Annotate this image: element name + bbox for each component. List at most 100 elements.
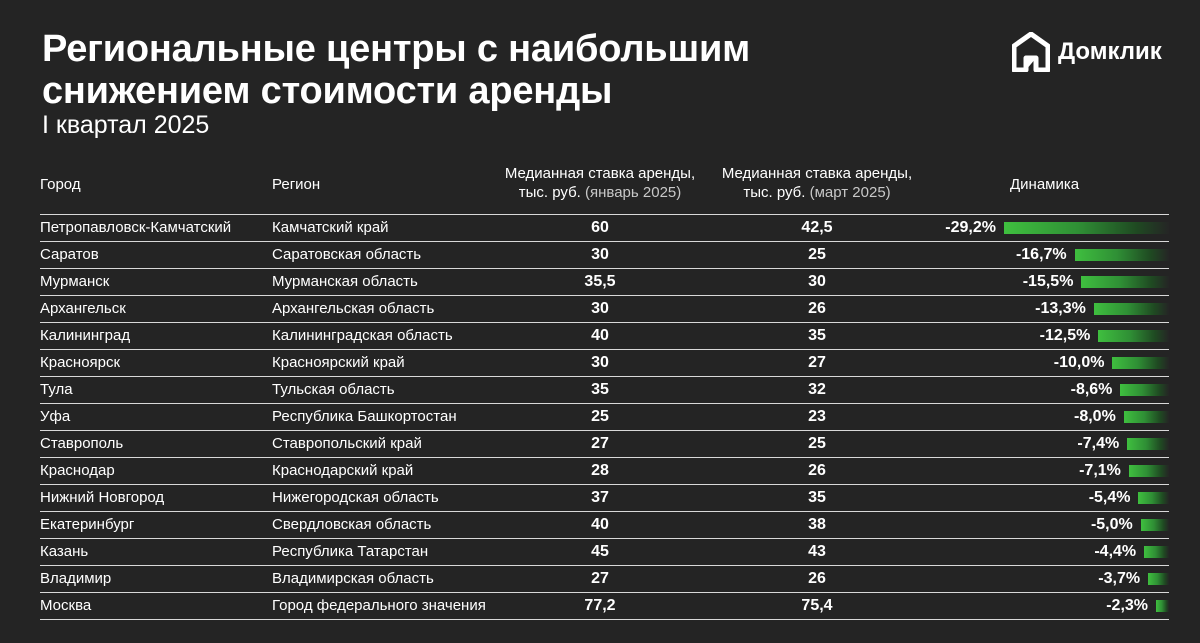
change-bar — [1140, 519, 1169, 531]
mar-rate-cell: 26 — [808, 300, 826, 317]
title-line-2: снижением стоимости аренды — [42, 70, 613, 112]
region-cell: Свердловская область — [272, 516, 432, 533]
region-cell: Город федерального значения — [272, 597, 486, 614]
jan-rate-cell: 30 — [591, 300, 609, 317]
change-label: -12,5% — [1039, 327, 1091, 344]
table-row: Калининград Калининградская область 40 35 -1… — [40, 322, 1169, 349]
city-cell: Тула — [40, 381, 73, 398]
change-bar — [1081, 276, 1169, 288]
header-mar-period: (март 2025) — [809, 184, 891, 201]
region-cell: Мурманская область — [272, 273, 418, 290]
city-cell: Владимир — [40, 570, 112, 587]
city-cell: Москва — [40, 597, 92, 614]
change-label: -2,3% — [1106, 597, 1149, 614]
city-cell: Красноярск — [40, 354, 121, 371]
header-jan: Медианная ставка аренды, тыс. руб. (янва… — [490, 164, 710, 202]
mar-rate-cell: 25 — [808, 246, 826, 263]
change-bar — [1093, 303, 1169, 315]
region-cell: Республика Татарстан — [272, 543, 429, 560]
city-cell: Ставрополь — [40, 435, 124, 452]
mar-rate-cell: 27 — [808, 354, 826, 371]
data-table: Петропавловск-Камчатский Камчатский край 6… — [40, 214, 1169, 620]
logo-text: Домклик — [1058, 38, 1162, 65]
jan-rate-cell: 40 — [591, 327, 609, 344]
domclick-logo: Домклик — [1012, 30, 1162, 74]
table-row: Краснодар Краснодарский край 28 26 -7,1% — [40, 457, 1169, 484]
city-cell: Саратов — [40, 246, 99, 263]
table-row: Москва Город федерального значения 77,2 75,… — [40, 592, 1169, 620]
jan-rate-cell: 60 — [591, 219, 609, 236]
change-label: -8,0% — [1074, 408, 1116, 425]
jan-rate-cell: 35 — [591, 381, 609, 398]
change-label: -7,1% — [1079, 462, 1121, 479]
region-cell: Красноярский край — [272, 354, 405, 371]
header-dynamics: Динамика — [1010, 176, 1080, 193]
change-label: -16,7% — [1015, 246, 1067, 263]
mar-rate-cell: 35 — [808, 327, 826, 344]
change-label: -4,4% — [1094, 543, 1137, 560]
jan-rate-cell: 25 — [591, 408, 609, 425]
change-bar — [1138, 492, 1169, 504]
region-cell: Ставропольский край — [272, 435, 422, 452]
change-label: -29,2% — [945, 219, 996, 236]
change-bar — [1127, 438, 1169, 450]
jan-rate-cell: 27 — [591, 570, 609, 587]
table-row: Петропавловск-Камчатский Камчатский край 6… — [40, 214, 1169, 241]
jan-rate-cell: 37 — [591, 489, 609, 506]
region-cell: Архангельская область — [272, 300, 435, 317]
mar-rate-cell: 43 — [808, 543, 826, 560]
change-bar — [1144, 546, 1169, 558]
jan-rate-cell: 30 — [591, 354, 609, 371]
change-label: -5,4% — [1088, 489, 1131, 506]
domclick-house-icon — [1012, 32, 1050, 72]
table-row: Тула Тульская область 35 32 -8,6% — [40, 376, 1169, 403]
change-bar — [1120, 384, 1169, 396]
city-cell: Казань — [40, 543, 89, 560]
change-label: -3,7% — [1098, 570, 1141, 587]
header-mar-line1: Медианная ставка аренды, — [721, 165, 913, 182]
change-label: -7,4% — [1077, 435, 1120, 452]
jan-rate-cell: 27 — [591, 435, 609, 452]
change-bar — [1148, 573, 1169, 585]
city-cell: Калининград — [40, 327, 131, 344]
change-label: -15,5% — [1022, 273, 1074, 290]
change-bar — [1128, 465, 1169, 477]
change-label: -5,0% — [1090, 516, 1133, 533]
table-row: Нижний Новгород Нижегородская область 37 35… — [40, 484, 1169, 511]
mar-rate-cell: 23 — [808, 408, 826, 425]
region-cell: Саратовская область — [272, 246, 422, 263]
title-line-1: Региональные центры с наибольшим — [42, 28, 751, 70]
table-row: Владимир Владимирская область 27 26 -3,7% — [40, 565, 1169, 592]
table-row: Казань Республика Татарстан 45 43 -4,4% — [40, 538, 1169, 565]
table-row: Архангельск Архангельская область 30 26 -13,… — [40, 295, 1169, 322]
jan-rate-cell: 28 — [591, 462, 609, 479]
change-bar — [1156, 600, 1169, 612]
change-bar — [1098, 330, 1169, 342]
city-cell: Архангельск — [40, 300, 126, 317]
table-row: Мурманск Мурманская область 35,5 30 -15,5% — [40, 268, 1169, 295]
header-jan-period: (январь 2025) — [585, 184, 682, 201]
region-cell: Калининградская область — [272, 327, 453, 344]
region-cell: Краснодарский край — [272, 462, 414, 479]
change-label: -13,3% — [1035, 300, 1086, 317]
table-row: Саратов Саратовская область 30 25 -16,7% — [40, 241, 1169, 268]
change-bar — [1112, 357, 1169, 369]
change-label: -8,6% — [1070, 381, 1113, 398]
region-cell: Нижегородская область — [272, 489, 439, 506]
mar-rate-cell: 32 — [808, 381, 826, 398]
table-row: Красноярск Красноярский край 30 27 -10,0% — [40, 349, 1169, 376]
jan-rate-cell: 40 — [591, 516, 609, 533]
header-mar: Медианная ставка аренды, тыс. руб. (март… — [707, 164, 927, 202]
region-cell: Владимирская область — [272, 570, 434, 587]
header-jan-unit: тыс. руб. — [518, 184, 581, 201]
mar-rate-cell: 75,4 — [801, 597, 833, 614]
region-cell: Республика Башкортостан — [272, 408, 457, 425]
city-cell: Мурманск — [40, 273, 110, 290]
city-cell: Краснодар — [40, 462, 115, 479]
region-cell: Тульская область — [272, 381, 395, 398]
subtitle: I квартал 2025 — [42, 111, 210, 139]
jan-rate-cell: 35,5 — [584, 273, 616, 290]
mar-rate-cell: 30 — [808, 273, 826, 290]
change-bar — [1074, 249, 1169, 261]
change-label: -10,0% — [1053, 354, 1105, 371]
